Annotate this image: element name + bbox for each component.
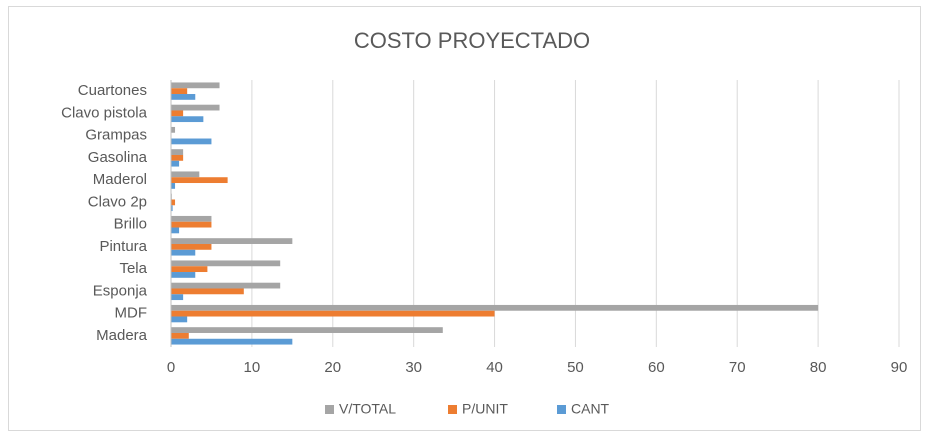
bar [171,316,188,323]
bar [171,205,173,212]
bar [171,282,281,289]
y-tick-label: Pintura [99,238,147,255]
bar [171,227,180,234]
y-tick-label: Cuartones [78,82,147,99]
legend-swatch [448,405,457,414]
bar [171,288,244,295]
bar [171,160,180,167]
bar [171,260,281,267]
legend-label: CANT [571,401,610,417]
x-tick-label: 30 [405,359,422,376]
chart-title: COSTO PROYECTADO [354,28,590,53]
x-tick-label: 0 [167,359,175,376]
y-tick-label: Clavo 2p [88,193,147,210]
y-tick-label: Maderol [93,171,147,188]
bar [171,126,176,133]
bar [171,266,208,273]
y-tick-label: Esponja [93,282,148,299]
bar [171,104,220,111]
bar [171,171,200,178]
x-tick-label: 80 [810,359,827,376]
y-tick-label: MDF [115,305,148,322]
x-tick-label: 60 [648,359,665,376]
legend-label: V/TOTAL [339,401,396,417]
bar [171,327,443,333]
bar [171,338,293,345]
y-tick-label: Madera [96,327,148,344]
y-tick-label: Gasolina [88,149,148,166]
bar [171,177,228,184]
bar [171,221,212,228]
bar [171,138,212,145]
legend-swatch [557,405,566,414]
bar [171,238,293,244]
y-tick-label: Clavo pistola [61,104,148,121]
bar [171,215,212,222]
bar [171,149,184,155]
bar [171,249,196,256]
legend-label: P/UNIT [462,401,508,417]
x-tick-label: 10 [244,359,261,376]
bar [171,110,184,117]
x-tick-label: 20 [324,359,341,376]
bar [171,332,189,339]
bar [171,199,176,206]
bar [171,88,188,95]
x-tick-label: 50 [567,359,584,376]
y-tick-label: Grampas [85,127,147,144]
bar [171,94,196,100]
bar [171,154,184,161]
y-tick-label: Tela [119,260,147,277]
bar [171,294,184,301]
bar [171,272,196,278]
bar [171,82,220,89]
x-tick-label: 40 [486,359,503,376]
bar [171,310,495,317]
y-tick-label: Brillo [114,216,147,233]
bar [171,183,176,189]
x-tick-label: 70 [729,359,746,376]
bar [171,116,204,123]
chart-border [8,6,921,431]
bar [171,304,819,311]
legend-swatch [325,405,334,414]
x-tick-label: 90 [891,359,908,376]
bar [171,243,212,250]
